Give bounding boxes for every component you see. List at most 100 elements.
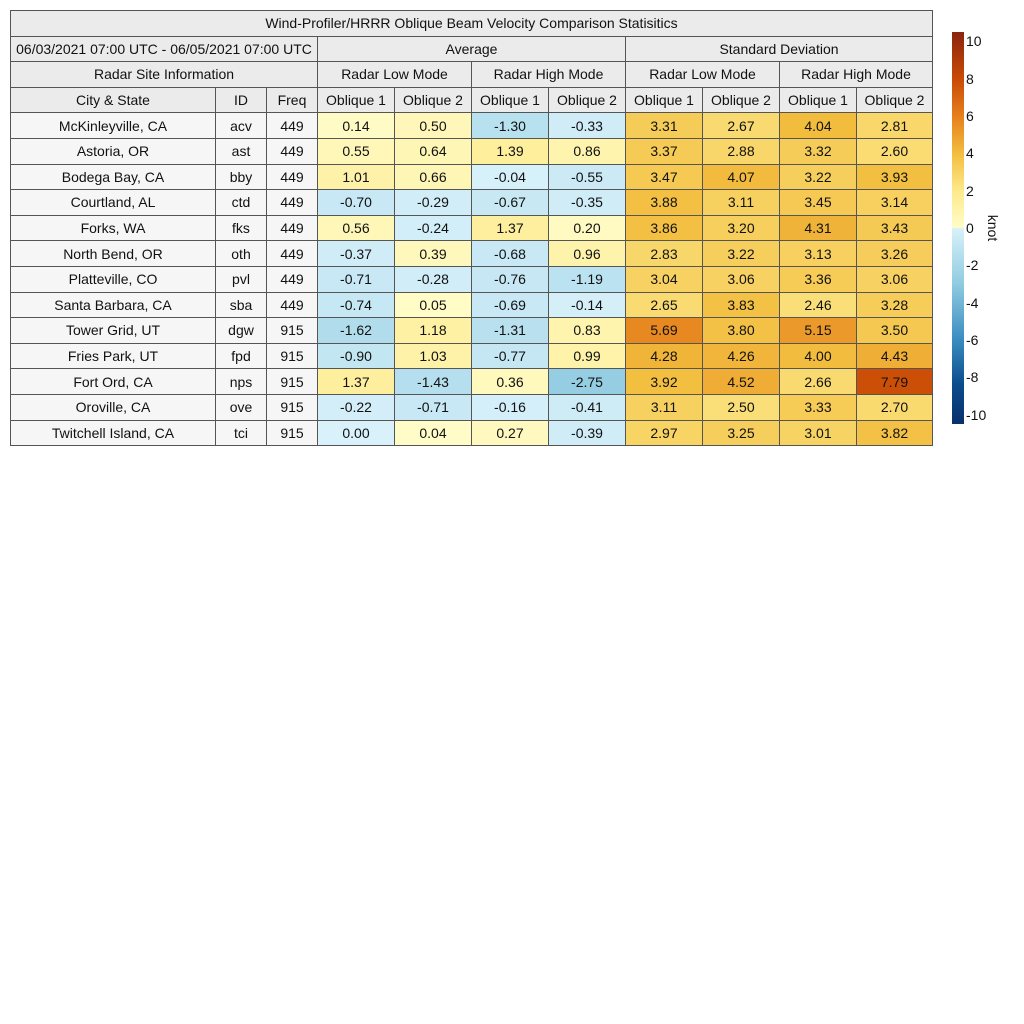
value-cell: -0.22	[317, 393, 395, 421]
value-cell: -0.76	[471, 265, 549, 293]
site-id: acv	[215, 112, 267, 139]
colorbar-tick-label: -6	[966, 332, 979, 348]
value-cell: 1.37	[317, 368, 395, 395]
site-id: nps	[215, 368, 267, 395]
value-cell: -0.55	[548, 163, 626, 191]
value-cell: -1.19	[548, 265, 626, 293]
value-cell: 4.04	[779, 112, 857, 139]
site-id: fpd	[215, 342, 267, 370]
value-cell: -1.62	[317, 317, 395, 344]
table-title: Wind-Profiler/HRRR Oblique Beam Velocity…	[10, 10, 933, 37]
value-cell: 3.01	[779, 419, 857, 447]
value-cell: 4.43	[856, 342, 933, 370]
value-cell: -0.29	[394, 189, 472, 216]
site-info-header: Radar Site Information	[10, 61, 318, 88]
table-row: Oroville, CA ove 915 -0.22 -0.71 -0.16 -0.41 3.…	[10, 393, 933, 421]
site-id: ast	[215, 137, 267, 165]
site-city: McKinleyville, CA	[10, 112, 216, 139]
value-cell: 7.79	[856, 368, 933, 395]
value-cell: 3.14	[856, 189, 933, 216]
value-cell: 3.06	[856, 265, 933, 293]
value-cell: 3.80	[702, 317, 780, 344]
site-id: sba	[215, 291, 267, 319]
value-cell: 0.99	[548, 342, 626, 370]
value-cell: 3.33	[779, 393, 857, 421]
site-freq: 915	[266, 342, 318, 370]
colorbar-tick-label: 4	[966, 145, 974, 162]
value-cell: 3.36	[779, 265, 857, 293]
value-cell: -0.28	[394, 265, 472, 293]
column-header: Oblique 1	[625, 86, 703, 114]
value-cell: 1.39	[471, 137, 549, 165]
value-cell: 4.07	[702, 163, 780, 191]
value-cell: 4.00	[779, 342, 857, 370]
value-cell: -0.37	[317, 240, 395, 267]
value-cell: 0.04	[394, 419, 472, 447]
value-cell: -0.04	[471, 163, 549, 191]
value-cell: 2.97	[625, 419, 703, 447]
table-row: Santa Barbara, CA sba 449 -0.74 0.05 -0.69 -0.…	[10, 291, 933, 319]
value-cell: -0.24	[394, 214, 472, 242]
value-cell: -0.39	[548, 419, 626, 447]
colorbar-tick-label: -4	[966, 294, 979, 311]
value-cell: 2.60	[856, 137, 933, 165]
value-cell: 4.28	[625, 342, 703, 370]
std-low-mode-header: Radar Low Mode	[625, 61, 780, 88]
site-city: Santa Barbara, CA	[10, 291, 216, 319]
value-cell: 2.50	[702, 393, 780, 421]
value-cell: 3.88	[625, 189, 703, 216]
value-cell: 5.69	[625, 317, 703, 344]
value-cell: 0.27	[471, 419, 549, 447]
table-row: Fries Park, UT fpd 915 -0.90 1.03 -0.77 0.99 4.…	[10, 342, 933, 370]
value-cell: 5.15	[779, 317, 857, 344]
site-city: Oroville, CA	[10, 393, 216, 421]
value-cell: 3.20	[702, 214, 780, 242]
value-cell: 0.83	[548, 317, 626, 344]
value-cell: -0.77	[471, 342, 549, 370]
value-cell: 2.66	[779, 368, 857, 395]
table-row: Courtland, AL ctd 449 -0.70 -0.29 -0.67 -0.35 3…	[10, 189, 933, 216]
site-freq: 915	[266, 393, 318, 421]
column-header: Oblique 1	[471, 86, 549, 114]
table-row: North Bend, OR oth 449 -0.37 0.39 -0.68 0.96 2.…	[10, 240, 933, 267]
value-cell: 3.82	[856, 419, 933, 447]
value-cell: 1.37	[471, 214, 549, 242]
value-cell: -0.71	[317, 265, 395, 293]
value-cell: 3.83	[702, 291, 780, 319]
value-cell: 3.45	[779, 189, 857, 216]
statistics-table: Wind-Profiler/HRRR Oblique Beam Velocity…	[10, 10, 933, 447]
value-cell: 4.31	[779, 214, 857, 242]
value-cell: 3.26	[856, 240, 933, 267]
site-city: Twitchell Island, CA	[10, 419, 216, 447]
colorbar-tick-label: -2	[966, 257, 979, 274]
site-id: oth	[215, 240, 267, 267]
value-cell: 2.83	[625, 240, 703, 267]
value-cell: 0.05	[394, 291, 472, 319]
value-cell: 0.36	[471, 368, 549, 395]
value-cell: 3.13	[779, 240, 857, 267]
value-cell: -0.16	[471, 393, 549, 421]
site-city: Platteville, CO	[10, 265, 216, 293]
column-header: Oblique 2	[702, 86, 780, 114]
column-header: Oblique 2	[394, 86, 472, 114]
value-cell: -0.71	[394, 393, 472, 421]
colorbar-tick-label: 10	[966, 33, 982, 50]
value-cell: 2.65	[625, 291, 703, 319]
site-freq: 449	[266, 291, 318, 319]
table-row: Fort Ord, CA nps 915 1.37 -1.43 0.36 -2.75 3.92…	[10, 368, 933, 395]
value-cell: 4.52	[702, 368, 780, 395]
site-id: bby	[215, 163, 267, 191]
value-cell: 3.50	[856, 317, 933, 344]
value-cell: 3.28	[856, 291, 933, 319]
value-cell: 1.03	[394, 342, 472, 370]
value-cell: 0.39	[394, 240, 472, 267]
value-cell: 3.11	[625, 393, 703, 421]
value-cell: 3.04	[625, 265, 703, 293]
value-cell: -0.90	[317, 342, 395, 370]
site-id: ctd	[215, 189, 267, 216]
value-cell: 0.00	[317, 419, 395, 447]
site-freq: 449	[266, 214, 318, 242]
site-city: Courtland, AL	[10, 189, 216, 216]
value-cell: 3.25	[702, 419, 780, 447]
avg-high-mode-header: Radar High Mode	[471, 61, 626, 88]
